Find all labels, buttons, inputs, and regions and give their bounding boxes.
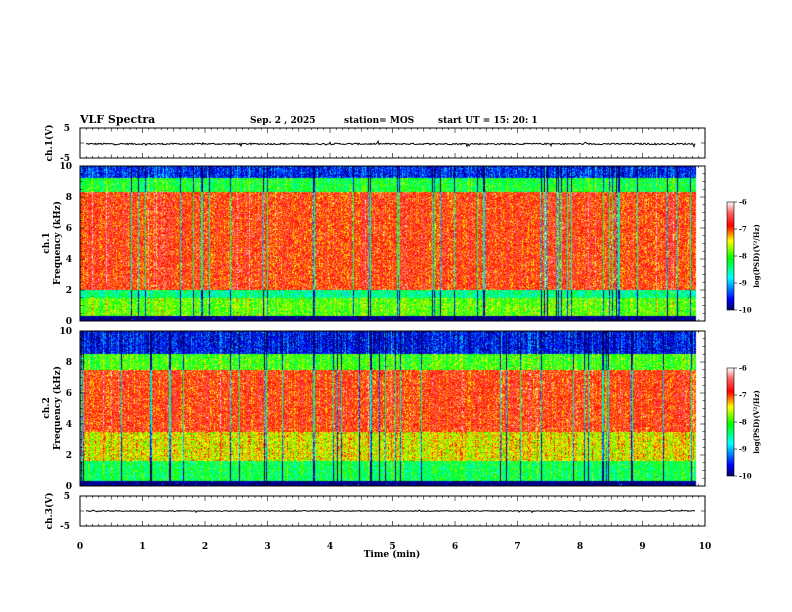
colorbar-tick-label: -6 xyxy=(739,364,747,373)
ch2-spectrogram-panel: 0 2 4 6 8 10 ch.2 Frequency (kHz) -6 -7 -8 -9 -10… xyxy=(42,327,761,492)
time-tick-label: 9 xyxy=(639,542,645,552)
ch1-spectrogram-canvas xyxy=(80,166,705,321)
frequency-tick-label: 8 xyxy=(66,358,72,368)
time-tick-label: 2 xyxy=(202,542,208,552)
ch1-ytick-bottom: -5 xyxy=(60,154,70,164)
colorbar-tick-label: -7 xyxy=(739,225,747,234)
ch1-channel-label: ch.1 xyxy=(42,232,52,253)
ch2-colorbar-ticks: -6 -7 -8 -9 -10 xyxy=(734,364,752,481)
ch2-channel-label: ch.2 xyxy=(42,397,52,418)
ch3-waveform-ticks xyxy=(79,495,706,527)
time-tick-label: 6 xyxy=(452,542,458,552)
ch1-frequency-tick-labels: 0 2 4 6 8 10 xyxy=(59,162,72,327)
colorbar-tick-label: -6 xyxy=(739,198,747,207)
ch2-colorbar: -6 -7 -8 -9 -10 log(PSD)(V²/Hz) xyxy=(726,364,761,481)
ch2-frequency-axis-label: Frequency (kHz) xyxy=(52,366,63,450)
time-tick-label: 8 xyxy=(577,542,583,552)
ch1-colorbar: -6 -7 -8 -9 -10 log(PSD)(V²/Hz) xyxy=(726,198,761,315)
figure-title: VLF Spectra xyxy=(79,113,155,126)
ch1-waveform-ticks xyxy=(79,127,706,159)
ch3-ytick-top: 5 xyxy=(64,492,70,502)
frequency-tick-label: 2 xyxy=(66,451,72,461)
colorbar-tick-label: -8 xyxy=(739,418,747,427)
time-tick-label: 1 xyxy=(139,542,145,552)
frequency-tick-label: 0 xyxy=(66,317,72,327)
frequency-tick-label: 2 xyxy=(66,286,72,296)
time-tick-label: 4 xyxy=(327,542,333,552)
ch1-colorbar-label: log(PSD)(V²/Hz) xyxy=(752,224,761,288)
time-axis-label: Time (min) xyxy=(364,549,421,560)
frequency-tick-label: 4 xyxy=(66,420,72,430)
time-tick-label: 10 xyxy=(699,542,712,552)
colorbar-tick-label: -9 xyxy=(739,279,747,288)
ch3-waveform-ylabel: ch.3(V) xyxy=(44,493,55,530)
time-tick-label: 5 xyxy=(389,542,395,552)
ch3-ytick-bottom: -5 xyxy=(60,522,70,532)
colorbar-tick-label: -8 xyxy=(739,252,747,261)
frequency-tick-label: 6 xyxy=(66,224,72,234)
ch3-waveform-panel: 5 -5 ch.3(V) xyxy=(44,492,706,532)
ch2-spectrogram-ticks xyxy=(79,330,706,487)
colorbar-tick-label: -7 xyxy=(739,391,747,400)
ch1-ytick-top: 5 xyxy=(64,124,70,134)
frequency-tick-label: 4 xyxy=(66,255,72,265)
frequency-tick-label: 6 xyxy=(66,389,72,399)
ch1-spectrogram-panel: 0 2 4 6 8 10 ch.1 Frequency (kHz) -6 -7 -8 -9 -10… xyxy=(42,162,761,327)
colorbar-tick-label: -9 xyxy=(739,445,747,454)
ch1-frequency-axis-label: Frequency (kHz) xyxy=(52,201,63,285)
frequency-tick-label: 8 xyxy=(66,193,72,203)
ch2-frequency-tick-labels: 0 2 4 6 8 10 xyxy=(59,327,72,492)
ch1-waveform-trace xyxy=(86,139,696,148)
ch2-colorbar-label: log(PSD)(V²/Hz) xyxy=(752,390,761,454)
ch3-waveform-trace xyxy=(85,509,696,514)
time-tick-label: 7 xyxy=(514,542,520,552)
time-tick-label: 3 xyxy=(264,542,270,552)
ch1-waveform-ylabel: ch.1(V) xyxy=(44,125,55,162)
frequency-tick-label: 10 xyxy=(59,162,72,172)
ch2-spectrogram-canvas xyxy=(80,331,705,486)
start-time-label: start UT = 15: 20: 1 xyxy=(438,116,538,126)
date-label: Sep. 2 , 2025 xyxy=(250,116,316,126)
ch1-waveform-panel: 5 -5 ch.1(V) xyxy=(44,124,706,164)
station-label: station= MOS xyxy=(344,116,414,126)
frequency-tick-label: 0 xyxy=(66,482,72,492)
colorbar-tick-label: -10 xyxy=(739,472,752,481)
ch1-colorbar-ticks: -6 -7 -8 -9 -10 xyxy=(734,198,752,315)
time-axis-tick-labels: 0 1 2 3 4 5 6 7 8 9 10 xyxy=(77,542,711,552)
colorbar-tick-label: -10 xyxy=(739,306,752,315)
ch1-spectrogram-ticks xyxy=(79,165,706,322)
time-tick-label: 0 xyxy=(77,542,83,552)
frequency-tick-label: 10 xyxy=(59,327,72,337)
